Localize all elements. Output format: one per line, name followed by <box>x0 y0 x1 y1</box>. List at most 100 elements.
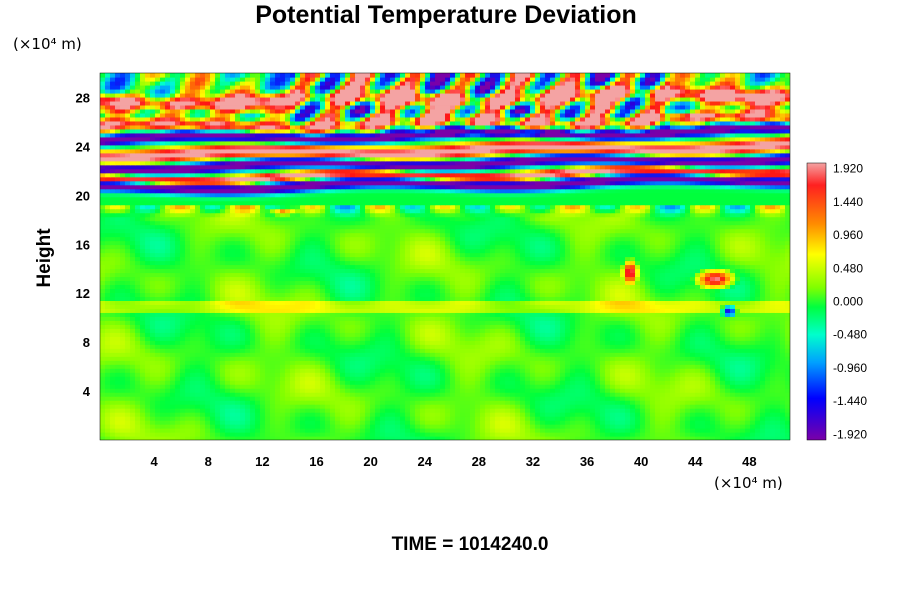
heatmap-cell <box>645 416 651 421</box>
heatmap-cell <box>725 384 731 389</box>
heatmap-cell <box>425 424 431 429</box>
heatmap-cell <box>470 352 476 357</box>
heatmap-cell <box>240 404 246 409</box>
heatmap-cell <box>365 320 371 325</box>
heatmap-cell <box>685 432 691 437</box>
heatmap-cell <box>505 356 511 361</box>
heatmap-cell <box>785 336 790 341</box>
heatmap-cell <box>685 344 691 349</box>
heatmap-cell <box>600 416 606 421</box>
heatmap-cell <box>370 324 376 329</box>
heatmap-cell <box>115 344 121 349</box>
heatmap-cell <box>385 296 391 301</box>
heatmap-cell <box>325 296 331 301</box>
heatmap-cell <box>265 404 271 409</box>
heatmap-cell <box>370 396 376 401</box>
heatmap-cell <box>335 360 341 365</box>
heatmap-cell <box>515 372 521 377</box>
heatmap-cell <box>365 388 371 393</box>
heatmap-cell <box>355 364 361 369</box>
heatmap-cell <box>465 428 471 433</box>
heatmap-cell <box>755 348 761 353</box>
heatmap-cell <box>560 404 566 409</box>
heatmap-cell <box>235 424 241 429</box>
heatmap-cell <box>135 416 141 421</box>
heatmap-cell <box>230 344 236 349</box>
heatmap-cell <box>720 412 726 417</box>
heatmap-cell <box>160 400 166 405</box>
heatmap-cell <box>220 396 226 401</box>
heatmap-cell <box>630 324 636 329</box>
heatmap-cell <box>115 296 121 301</box>
heatmap-cell <box>715 436 721 440</box>
heatmap-cell <box>370 436 376 440</box>
heatmap-cell <box>400 400 406 405</box>
heatmap-cell <box>150 352 156 357</box>
heatmap-cell <box>525 312 531 317</box>
heatmap-cell <box>295 372 301 377</box>
heatmap-cell <box>340 384 346 389</box>
heatmap-cell <box>655 348 661 353</box>
heatmap-cell <box>715 316 721 321</box>
heatmap-cell <box>185 348 191 353</box>
heatmap-cell <box>405 308 411 313</box>
heatmap-cell <box>495 324 501 329</box>
heatmap-cell <box>535 380 541 385</box>
heatmap-cell <box>285 432 291 437</box>
heatmap-cell <box>440 312 446 317</box>
heatmap-cell <box>580 320 586 325</box>
heatmap-cell <box>645 332 651 337</box>
heatmap-cell <box>605 296 611 301</box>
heatmap-cell <box>355 412 361 417</box>
heatmap-cell <box>340 336 346 341</box>
heatmap-cell <box>650 308 656 313</box>
heatmap-cell <box>550 432 556 437</box>
heatmap-cell <box>435 336 441 341</box>
heatmap-cell <box>270 384 276 389</box>
heatmap-cell <box>390 336 396 341</box>
heatmap-cell <box>560 424 566 429</box>
heatmap-cell <box>125 320 131 325</box>
heatmap-cell <box>715 420 721 425</box>
heatmap-cell <box>140 432 146 437</box>
heatmap-cell <box>360 340 366 345</box>
heatmap-cell <box>670 400 676 405</box>
heatmap-cell <box>625 360 631 365</box>
heatmap-cell <box>765 316 771 321</box>
heatmap-cell <box>400 336 406 341</box>
heatmap-cell <box>420 348 426 353</box>
heatmap-cell <box>770 420 776 425</box>
heatmap-cell <box>125 376 131 381</box>
heatmap-cell <box>225 292 231 297</box>
heatmap-cell <box>410 340 416 345</box>
heatmap-cell <box>675 296 681 301</box>
heatmap-cell <box>690 312 696 317</box>
heatmap-cell <box>215 312 221 317</box>
heatmap-cell <box>175 404 181 409</box>
heatmap-cell <box>125 324 131 329</box>
heatmap-cell <box>435 408 441 413</box>
heatmap-cell <box>120 308 126 313</box>
heatmap-cell <box>285 400 291 405</box>
heatmap-cell <box>265 384 271 389</box>
heatmap-cell <box>465 420 471 425</box>
heatmap-cell <box>460 336 466 341</box>
heatmap-cell <box>740 356 746 361</box>
heatmap-cell <box>660 416 666 421</box>
heatmap-cell <box>475 308 481 313</box>
heatmap-cell <box>285 420 291 425</box>
heatmap-cell <box>550 352 556 357</box>
heatmap-cell <box>455 376 461 381</box>
heatmap-cell <box>770 324 776 329</box>
heatmap-cell <box>190 392 196 397</box>
heatmap-cell <box>190 424 196 429</box>
heatmap-cell <box>250 404 256 409</box>
heatmap-cell <box>675 364 681 369</box>
heatmap-cell <box>625 316 631 321</box>
heatmap-cell <box>160 308 166 313</box>
heatmap-cell <box>550 392 556 397</box>
heatmap-cell <box>420 380 426 385</box>
heatmap-cell <box>340 404 346 409</box>
heatmap-cell <box>545 420 551 425</box>
heatmap-cell <box>140 320 146 325</box>
